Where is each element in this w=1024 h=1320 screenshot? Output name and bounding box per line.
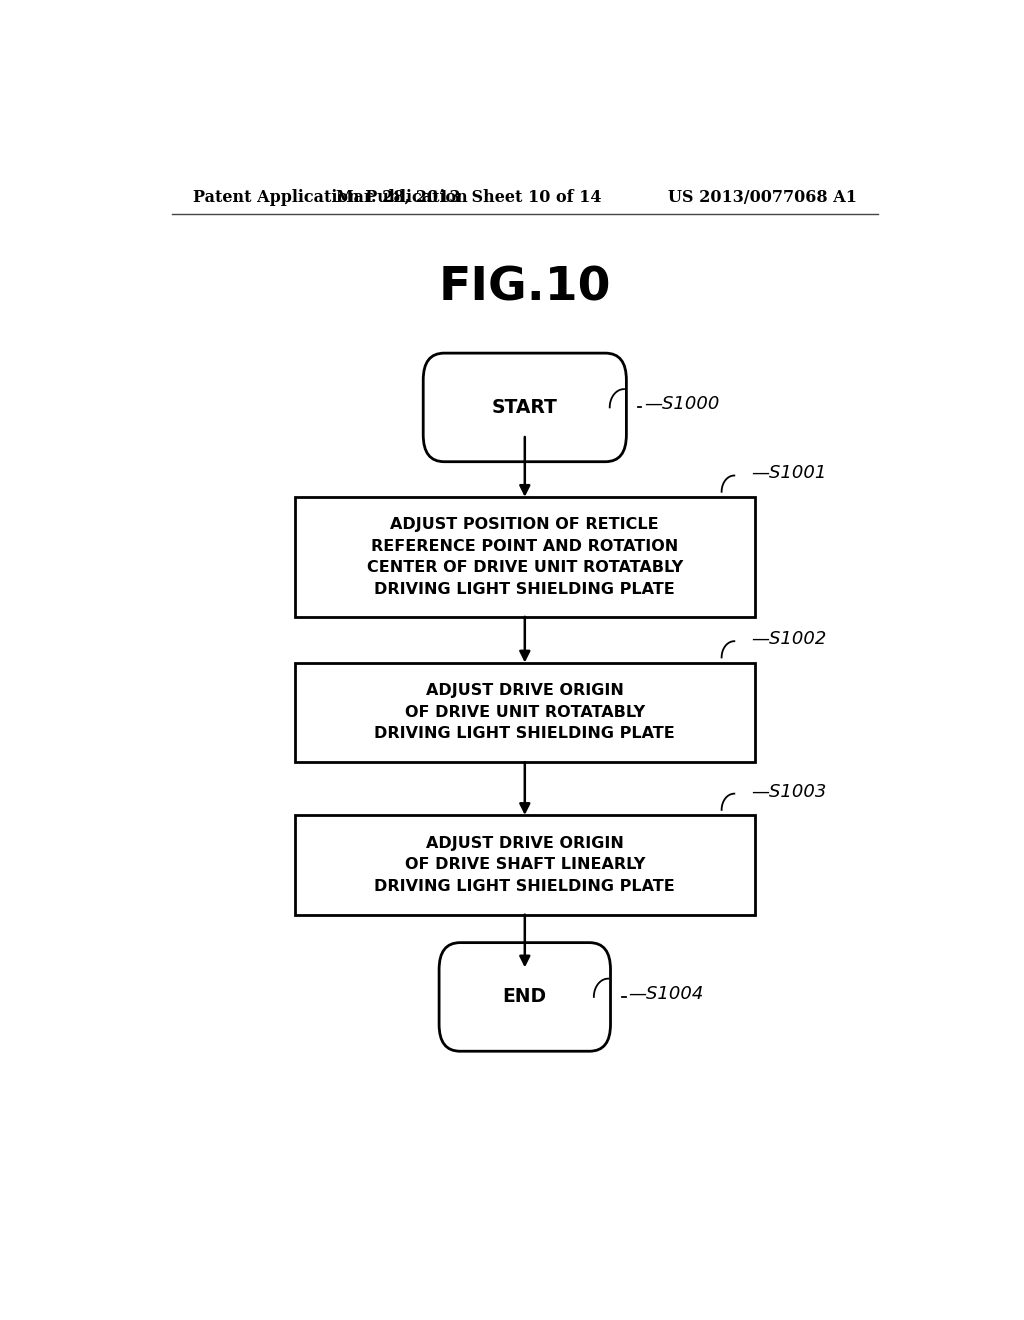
Text: ADJUST DRIVE ORIGIN
OF DRIVE SHAFT LINEARLY
DRIVING LIGHT SHIELDING PLATE: ADJUST DRIVE ORIGIN OF DRIVE SHAFT LINEA… (375, 836, 675, 894)
Text: —S1001: —S1001 (751, 465, 826, 483)
Text: ADJUST POSITION OF RETICLE
REFERENCE POINT AND ROTATION
CENTER OF DRIVE UNIT ROT: ADJUST POSITION OF RETICLE REFERENCE POI… (367, 517, 683, 597)
Bar (295, 496, 755, 616)
Text: —S1003: —S1003 (751, 783, 826, 801)
FancyBboxPatch shape (423, 354, 627, 462)
Text: Patent Application Publication: Patent Application Publication (194, 189, 468, 206)
Text: ADJUST DRIVE ORIGIN
OF DRIVE UNIT ROTATABLY
DRIVING LIGHT SHIELDING PLATE: ADJUST DRIVE ORIGIN OF DRIVE UNIT ROTATA… (375, 684, 675, 742)
Text: Mar. 28, 2013  Sheet 10 of 14: Mar. 28, 2013 Sheet 10 of 14 (337, 189, 602, 206)
Bar (295, 814, 755, 915)
FancyBboxPatch shape (439, 942, 610, 1051)
Text: —S1002: —S1002 (751, 630, 826, 648)
Text: US 2013/0077068 A1: US 2013/0077068 A1 (668, 189, 856, 206)
Bar (295, 663, 755, 762)
Text: FIG.10: FIG.10 (438, 267, 611, 312)
Text: —S1000: —S1000 (644, 396, 719, 413)
Text: —S1004: —S1004 (628, 985, 703, 1003)
Text: END: END (503, 987, 547, 1006)
Text: START: START (492, 397, 558, 417)
